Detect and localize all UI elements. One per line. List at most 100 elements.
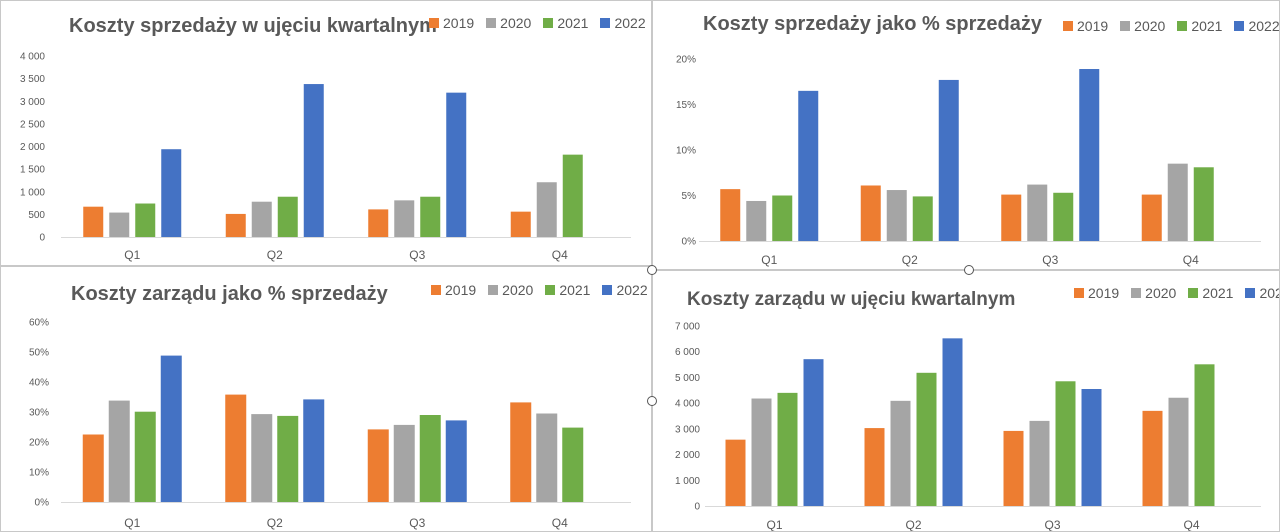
bar-2021-Q1[interactable] [777,392,798,506]
legend-swatch [486,18,497,28]
chart-panel-sales-costs[interactable]: 0 500 1 000 1 500 2 000 2 500 3 000 3 500 4 000 Q… [0,0,652,266]
bar-2019-Q2[interactable] [225,213,246,237]
x-tick-label: Q4 [1183,253,1199,267]
bar-2019-Q1[interactable] [83,206,104,237]
y-tick-label: 10% [29,468,49,479]
chart-panel-admin-costs[interactable]: 0 1 000 2 000 3 000 4 000 5 000 6 000 7 000 Q1 Q2… [652,270,1280,532]
bar-2020-Q1[interactable] [751,398,772,506]
y-tick-label: 50% [29,348,49,359]
bar-2019-Q1[interactable] [720,189,741,241]
chart-title: Koszty sprzedaży w ujęciu kwartalnym [69,15,437,37]
bar-2020-Q3[interactable] [1029,420,1050,506]
bar-2020-Q2[interactable] [251,201,272,237]
bar-2021-Q4[interactable] [1194,364,1215,506]
bar-2020-Q4[interactable] [536,182,557,237]
chart-panel-sales-costs-pct[interactable]: 0% 5% 10% 15% 20% Q1 Q2 Q3 Q4 Koszty sprzedaży j… [652,0,1280,270]
chart-title: Koszty zarządu jako % sprzedaży [71,283,388,305]
bar-2021-Q3[interactable] [1053,192,1074,241]
bar-2020-Q3[interactable] [394,200,415,237]
chart-legend: 2019 2020 2021 2022 [1063,18,1279,34]
bar-2022-Q1[interactable] [161,149,182,237]
legend-label: 2020 [502,282,534,298]
chart-svg: 0 500 1 000 1 500 2 000 2 500 3 000 3 500 4 000 Q… [20,52,631,262]
chart-legend: 2019 2020 2021 2022 [429,15,646,31]
bar-2022-Q3[interactable] [445,420,467,502]
bar-2021-Q1[interactable] [134,411,156,502]
x-tick-label: Q4 [552,516,568,530]
bar-2020-Q3[interactable] [393,424,415,502]
bar-2021-Q1[interactable] [772,195,793,242]
y-tick-label: 4 000 [675,399,700,410]
y-tick-label: 3 000 [675,424,700,435]
bar-2019-Q2[interactable] [225,394,247,502]
resize-handle[interactable] [647,265,657,275]
legend-label: 2022 [616,282,648,298]
bar-2019-Q3[interactable] [368,209,389,237]
bar-2019-Q4[interactable] [510,211,531,237]
legend-swatch [543,18,554,28]
x-tick-label: Q1 [124,516,140,530]
bar-2019-Q2[interactable] [864,428,885,506]
bar-2019-Q4[interactable] [1141,194,1162,241]
bar-2022-Q2[interactable] [942,338,963,506]
y-tick-label: 0 [39,233,45,244]
legend-label: 2020 [500,15,532,31]
bar-2020-Q3[interactable] [1027,184,1048,241]
y-tick-label: 20% [29,438,49,449]
legend-item-2022: 2022 [1234,18,1279,34]
y-tick-label: 7 000 [675,322,700,333]
bar-2019-Q3[interactable] [1003,430,1024,506]
bar-2021-Q3[interactable] [419,415,441,502]
bar-2021-Q4[interactable] [562,427,584,502]
bar-2021-Q4[interactable] [1193,167,1214,241]
bar-2019-Q3[interactable] [1001,194,1022,241]
bar-2021-Q2[interactable] [912,196,933,241]
bar-2021-Q3[interactable] [420,196,441,237]
bar-2022-Q1[interactable] [160,355,182,502]
bar-2020-Q1[interactable] [109,212,130,237]
bar-2022-Q2[interactable] [303,399,325,502]
resize-handle[interactable] [647,396,657,406]
y-tick-label: 30% [29,408,49,419]
x-tick-label: Q1 [766,518,782,532]
bar-2020-Q2[interactable] [886,190,907,241]
chart-panel-admin-costs-pct[interactable]: 0% 10% 20% 30% 40% 50% 60% Q1 Q2 Q3 Q4 Koszty zarz… [0,266,652,532]
bar-2019-Q1[interactable] [82,434,104,503]
legend-swatch [1188,288,1199,298]
bar-2021-Q1[interactable] [135,203,156,237]
bar-2022-Q3[interactable] [1081,389,1102,506]
bar-2021-Q2[interactable] [277,415,299,502]
bar-2020-Q1[interactable] [746,200,767,241]
bar-2019-Q4[interactable] [510,402,532,502]
bar-2022-Q3[interactable] [1079,69,1100,241]
legend-swatch [602,285,613,295]
legend-item-2020: 2020 [1120,18,1165,34]
legend-item-2019: 2019 [431,282,476,298]
bar-2022-Q2[interactable] [938,79,959,242]
bar-2020-Q4[interactable] [536,413,558,503]
bar-2021-Q2[interactable] [916,372,937,506]
legend-item-2021: 2021 [1177,18,1222,34]
bar-2022-Q1[interactable] [803,359,824,506]
chart-svg: 0% 10% 20% 30% 40% 50% 60% Q1 Q2 Q3 Q4 [29,318,631,530]
bar-2021-Q2[interactable] [277,196,298,237]
y-tick-label: 15% [676,100,696,111]
legend-label: 2019 [1077,18,1109,34]
bar-2022-Q3[interactable] [446,92,467,237]
bar-2019-Q1[interactable] [725,439,746,506]
bar-2020-Q2[interactable] [251,414,273,502]
bar-2021-Q4[interactable] [562,154,583,237]
bar-2022-Q2[interactable] [303,84,324,238]
bar-2021-Q3[interactable] [1055,381,1076,506]
bar-2020-Q4[interactable] [1167,163,1188,241]
bar-2020-Q2[interactable] [890,400,911,506]
resize-handle[interactable] [964,265,974,275]
bar-2019-Q4[interactable] [1142,410,1163,506]
bar-2019-Q3[interactable] [367,429,389,502]
legend-label: 2019 [1088,285,1120,301]
legend-label: 2020 [1134,18,1166,34]
bar-2020-Q4[interactable] [1168,397,1189,506]
bar-2022-Q1[interactable] [798,90,819,241]
bar-2020-Q1[interactable] [108,400,130,502]
bar-2019-Q2[interactable] [860,185,881,241]
